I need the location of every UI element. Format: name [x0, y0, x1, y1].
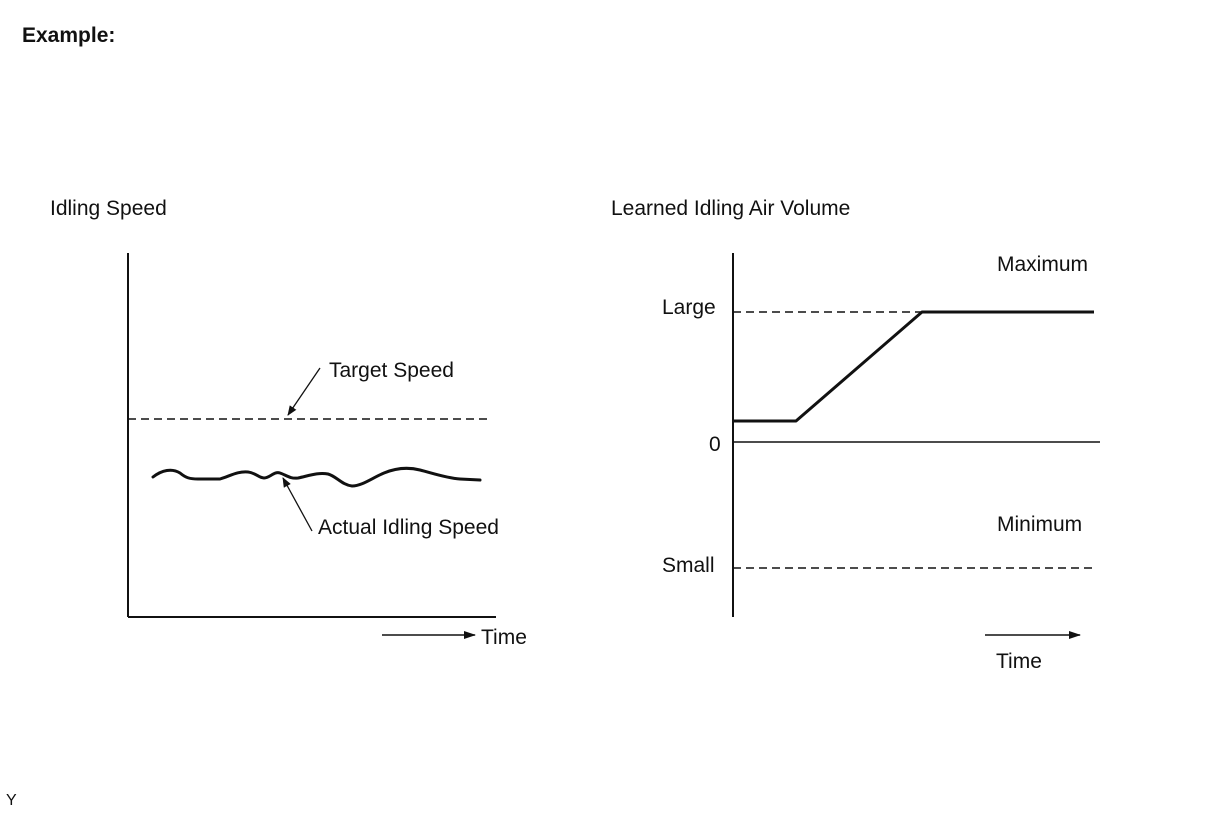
- right-diagram: [732, 253, 1100, 639]
- target-speed-leader: [287, 367, 321, 416]
- learned-air-volume-line: [733, 310, 1094, 423]
- zero-level-label: 0: [709, 433, 721, 456]
- right-time-label: Time: [996, 650, 1042, 673]
- page-heading: Example:: [22, 24, 116, 47]
- left-time-label: Time: [481, 626, 527, 649]
- minimum-label: Minimum: [997, 513, 1083, 536]
- large-level-label: Large: [662, 296, 716, 319]
- left-diagram: [127, 253, 496, 639]
- target-speed-label: Target Speed: [329, 359, 454, 382]
- right-diagram-title: Learned Idling Air Volume: [611, 197, 851, 220]
- left-diagram-title: Idling Speed: [50, 197, 167, 220]
- maximum-label: Maximum: [997, 253, 1089, 276]
- actual-speed-leader: [282, 477, 313, 532]
- small-level-label: Small: [662, 554, 715, 577]
- figure-code: Y: [6, 792, 17, 809]
- actual-idling-speed-line: [151, 466, 482, 488]
- actual-idling-speed-label: Actual Idling Speed: [318, 516, 499, 539]
